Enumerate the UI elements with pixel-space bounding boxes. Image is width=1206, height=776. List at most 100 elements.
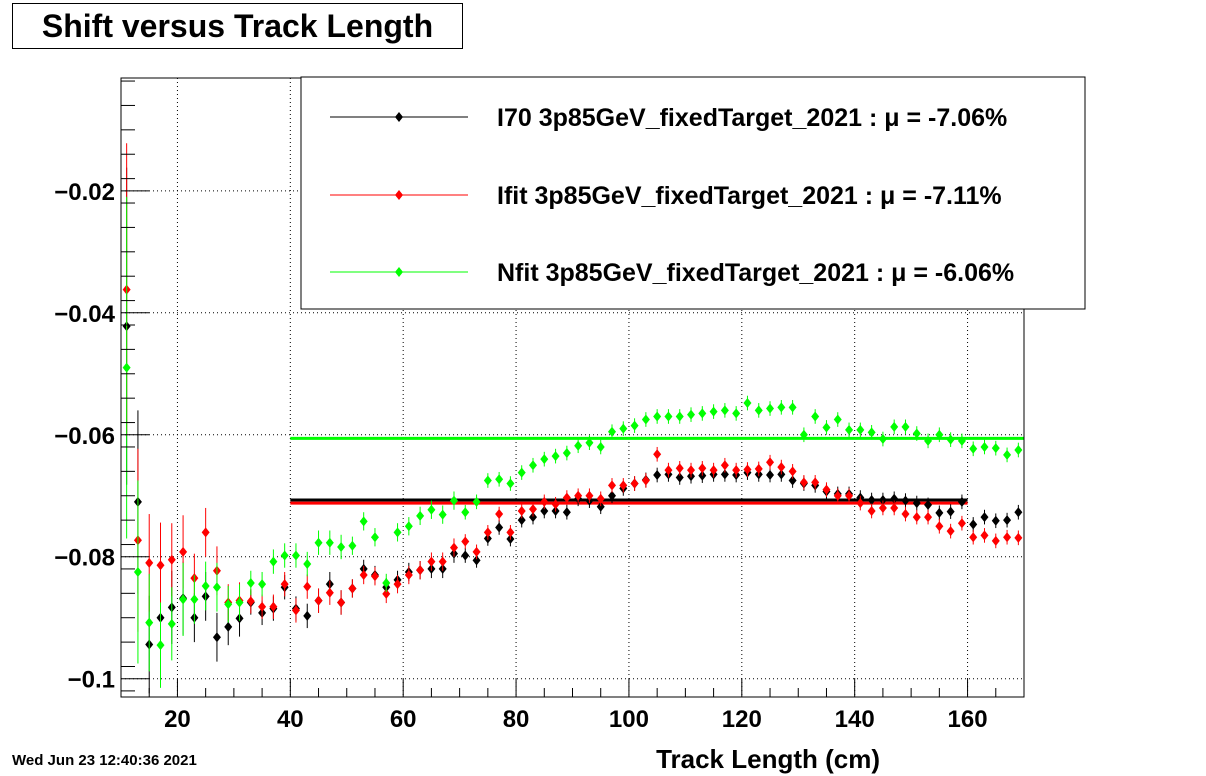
data-point (687, 409, 696, 420)
data-point (653, 470, 662, 481)
data-point (359, 516, 368, 527)
data-point (348, 583, 357, 594)
data-point (675, 463, 684, 474)
data-point (449, 542, 458, 553)
data-point (608, 426, 617, 437)
data-point (246, 596, 255, 607)
data-point (709, 406, 718, 417)
data-point (167, 618, 176, 629)
data-point (720, 405, 729, 416)
data-point (427, 556, 436, 567)
data-point (788, 475, 797, 486)
data-point (856, 498, 865, 509)
data-point (777, 402, 786, 413)
data-point (924, 512, 933, 523)
data-point (630, 420, 639, 431)
legend-marker (395, 190, 403, 200)
data-point (641, 414, 650, 425)
x-tick-label: 140 (835, 706, 875, 733)
data-point (969, 519, 978, 530)
data-point (675, 472, 684, 483)
legend-box (300, 76, 1086, 310)
data-point (991, 535, 1000, 546)
data-point (788, 402, 797, 413)
y-tick-label: −0.06 (54, 423, 115, 450)
data-point (291, 550, 300, 561)
data-point (370, 571, 379, 582)
timestamp: Wed Jun 23 12:40:36 2021 (12, 752, 197, 769)
data-point (732, 408, 741, 419)
data-point (867, 495, 876, 506)
data-point (596, 441, 605, 452)
data-point (833, 414, 842, 425)
data-point (653, 449, 662, 460)
data-point (754, 463, 763, 474)
data-point (314, 537, 323, 548)
data-point (133, 566, 142, 577)
data-point (766, 457, 775, 468)
data-point (935, 429, 944, 440)
data-point (562, 507, 571, 518)
data-point (562, 448, 571, 459)
data-point (619, 423, 628, 434)
data-point (845, 490, 854, 501)
data-point (472, 555, 481, 566)
data-point (258, 601, 267, 612)
legend-marker (395, 112, 403, 122)
data-point (980, 530, 989, 541)
chart-title: Shift versus Track Length (41, 7, 434, 44)
data-point (156, 560, 165, 571)
data-point (845, 424, 854, 435)
data-point (788, 466, 797, 477)
data-point (811, 411, 820, 422)
data-point (912, 512, 921, 523)
data-point (540, 505, 549, 516)
data-point (878, 434, 887, 445)
data-point (946, 506, 955, 517)
y-tick-label: −0.04 (54, 301, 115, 328)
data-point (822, 422, 831, 433)
data-point (495, 509, 504, 520)
data-point (179, 594, 188, 605)
data-point (720, 460, 729, 471)
data-point (179, 546, 188, 557)
data-point (1014, 445, 1023, 456)
data-point (540, 454, 549, 465)
data-point (1014, 507, 1023, 518)
y-tick-label: −0.02 (54, 179, 115, 206)
data-point (517, 467, 526, 478)
data-point (359, 570, 368, 581)
data-point (811, 477, 820, 488)
data-point (608, 480, 617, 491)
data-point (991, 515, 1000, 526)
data-point (980, 441, 989, 452)
data-point (912, 428, 921, 439)
legend-label: Ifit 3p85GeV_fixedTarget_2021 : μ = -7.1… (497, 182, 1002, 210)
data-point (224, 599, 233, 610)
data-point (122, 362, 131, 373)
data-point (416, 510, 425, 521)
fit-lines (290, 436, 1024, 505)
data-point (269, 556, 278, 567)
data-point (201, 527, 210, 538)
data-point (924, 499, 933, 510)
data-point (461, 507, 470, 518)
data-point (574, 440, 583, 451)
data-point (878, 502, 887, 513)
x-tick-label: 20 (164, 706, 191, 733)
data-point (799, 477, 808, 488)
data-point (461, 550, 470, 561)
data-point (653, 411, 662, 422)
data-point (596, 501, 605, 512)
data-point (325, 537, 334, 548)
x-tick-label: 160 (948, 706, 988, 733)
data-point (777, 462, 786, 473)
data-point (890, 502, 899, 513)
data-point (393, 527, 402, 538)
data-point (585, 490, 594, 501)
x-tick-label: 60 (390, 706, 417, 733)
data-point (1003, 532, 1012, 543)
legend-marker (395, 267, 403, 277)
data-point (472, 546, 481, 557)
data-point (528, 504, 537, 515)
